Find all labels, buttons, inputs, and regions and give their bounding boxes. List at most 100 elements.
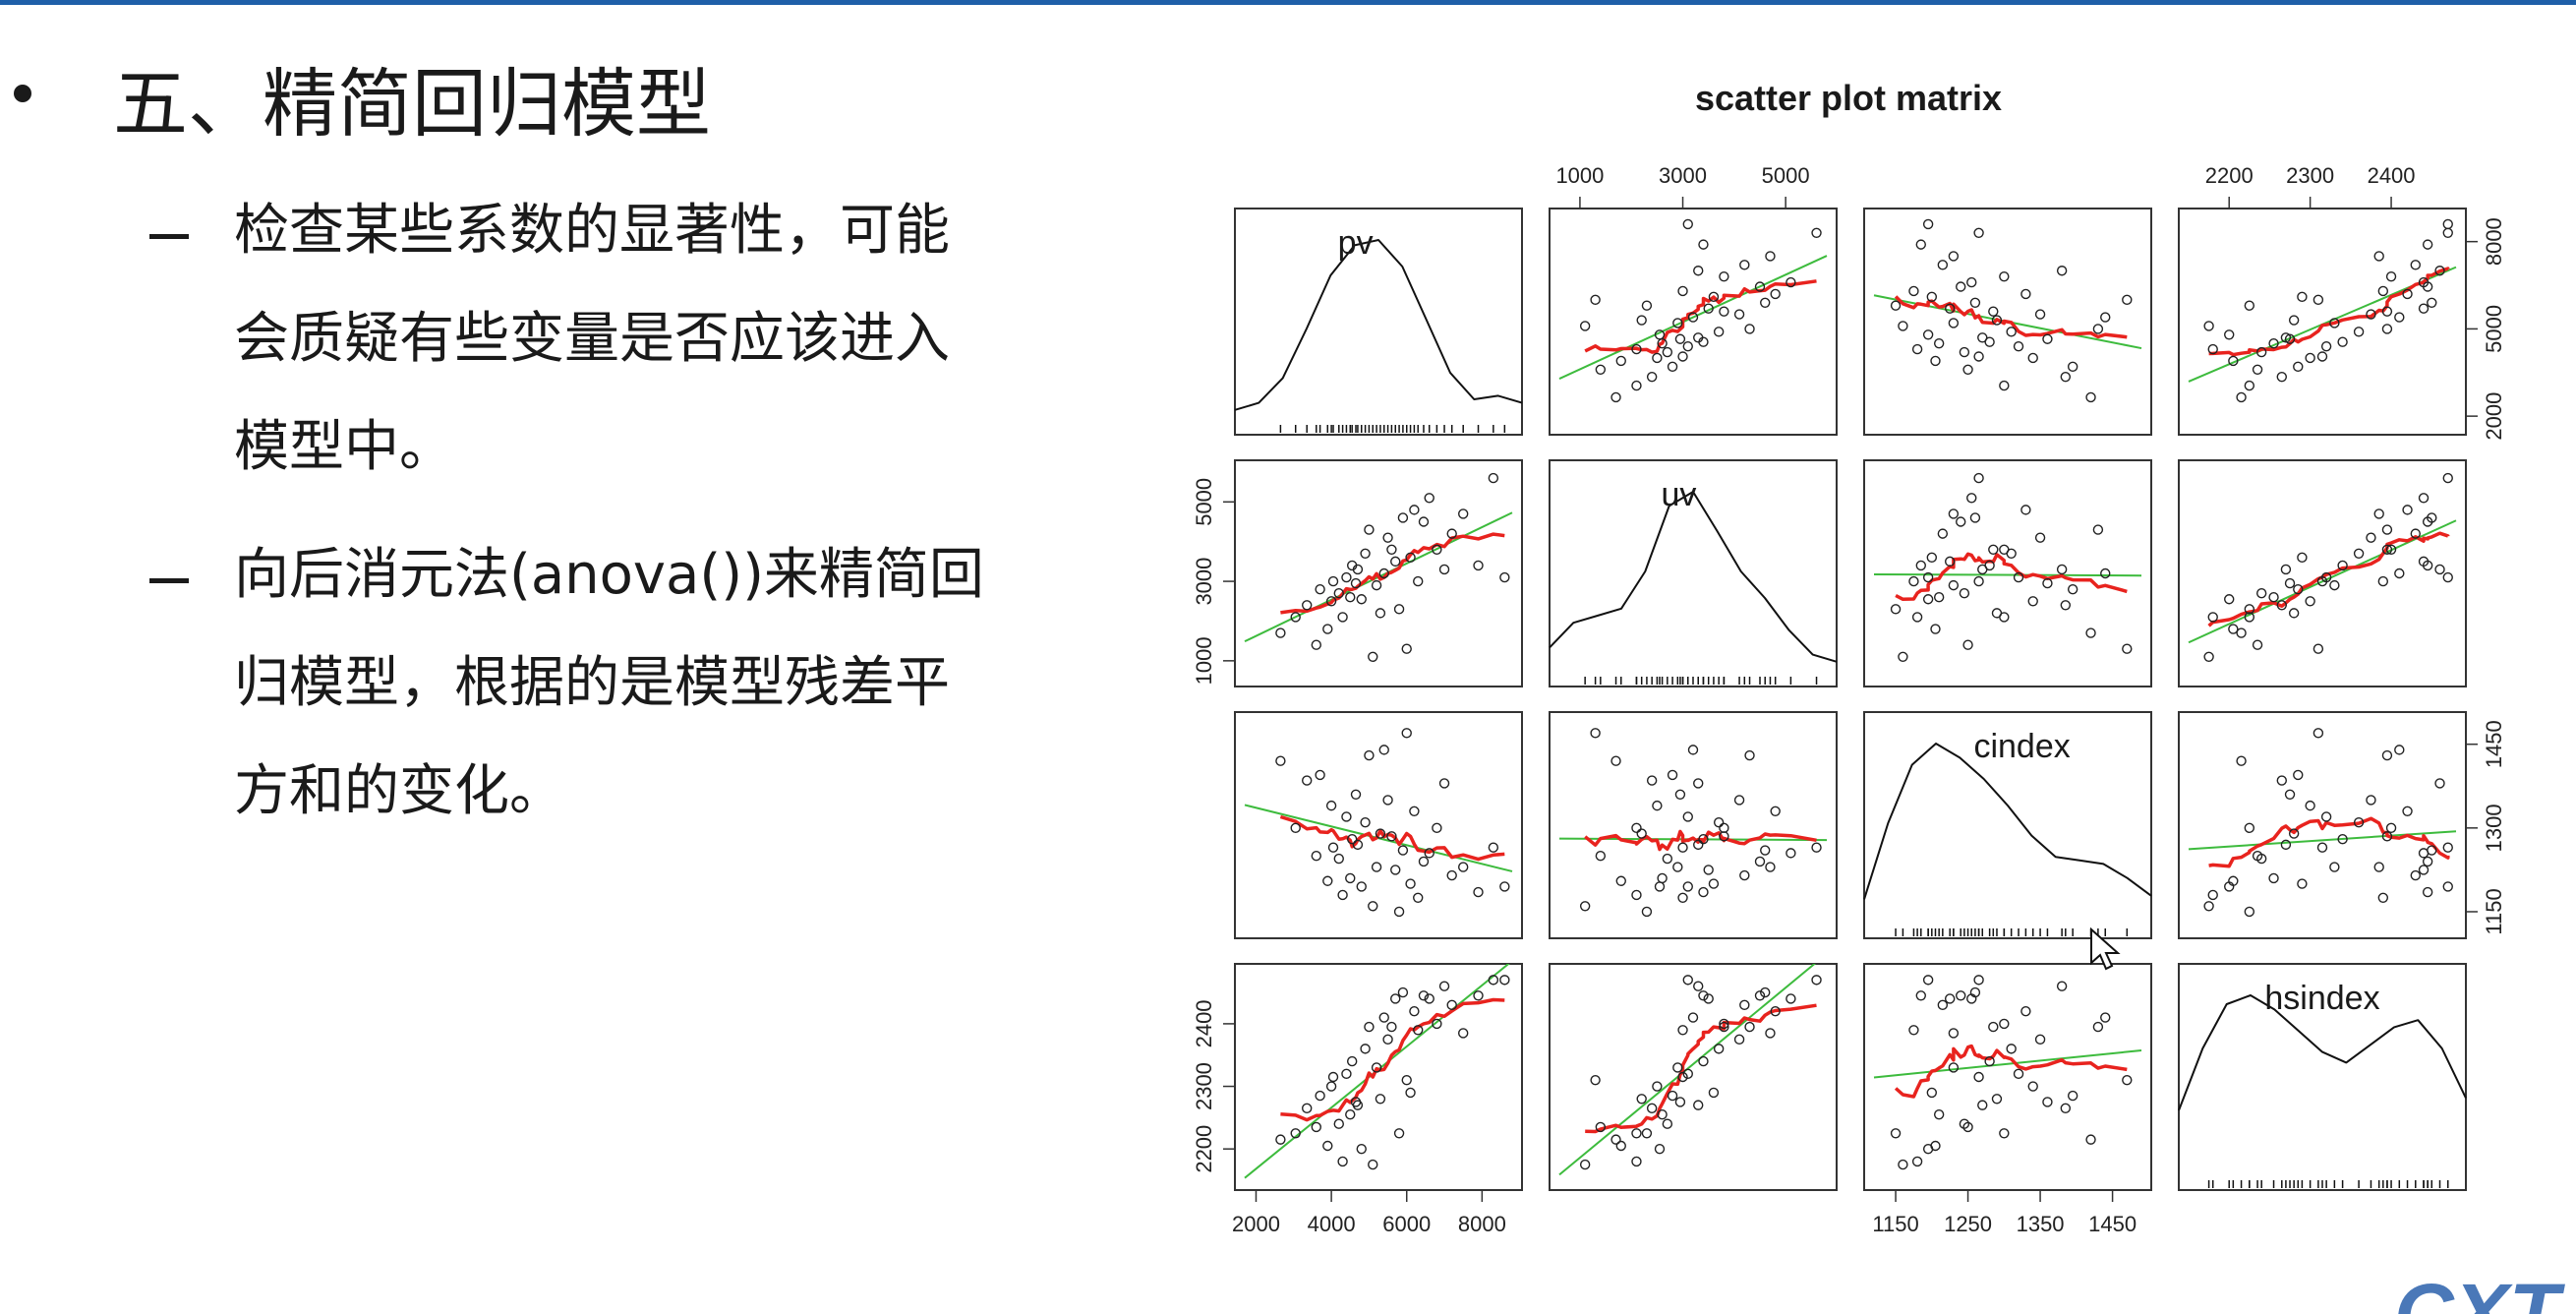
data-point — [2410, 528, 2421, 539]
data-point — [1327, 575, 1339, 587]
data-point — [1733, 795, 1745, 806]
tick-label-bottom-pv: 8000 — [1458, 1212, 1506, 1236]
data-point — [2122, 294, 2133, 306]
data-point — [1991, 608, 2003, 619]
data-point — [1988, 306, 1999, 317]
data-point — [2276, 600, 2287, 611]
data-point — [2244, 380, 2255, 391]
panel-frame-uv-cindex — [1863, 459, 2152, 687]
sub-bullet-dash — [149, 234, 189, 239]
panel-frame-cindex-hsindex — [2178, 711, 2467, 939]
data-point — [1356, 881, 1367, 892]
data-point — [2224, 329, 2235, 340]
data-point — [1677, 892, 1688, 903]
tick-label-top-uv: 1000 — [1555, 163, 1604, 188]
sub-bullet-1: 检查某些系数的显著性，可能 会质疑有些变量是否应该进入 模型中。 — [234, 177, 1050, 502]
data-point — [2297, 878, 2308, 889]
data-point — [1999, 270, 2010, 282]
data-point — [2252, 639, 2263, 650]
data-point — [2085, 1134, 2096, 1145]
data-point — [1890, 1128, 1902, 1139]
data-point — [2020, 505, 2031, 515]
data-point — [1610, 391, 1621, 403]
scatter-plot-matrix: scatter plot matrix pv uv cindex hsindex 100… — [1192, 78, 2506, 1236]
data-point — [1595, 364, 1607, 376]
mouse-cursor-icon — [2090, 926, 2121, 971]
data-point — [1719, 1018, 1729, 1030]
data-point — [1682, 881, 1693, 892]
data-point — [2313, 728, 2324, 739]
data-point — [1744, 1021, 1755, 1033]
data-point — [2353, 327, 2365, 337]
data-point — [1390, 556, 1401, 567]
loess-smoother — [1894, 1044, 2128, 1099]
data-point — [1698, 990, 1709, 1001]
data-point — [2060, 371, 2072, 383]
data-point — [1898, 1159, 1908, 1170]
panel-frame-uv-hsindex — [2178, 459, 2467, 687]
data-point — [2244, 604, 2255, 615]
data-point — [1937, 260, 1949, 270]
data-point — [1579, 321, 1591, 331]
data-point — [2224, 881, 2235, 892]
data-point — [1719, 270, 1729, 282]
data-point — [1311, 851, 1321, 862]
panel-hsindex-vs-cindex — [1873, 975, 2142, 1170]
tick-label-left-hsindex: 2400 — [1192, 999, 1216, 1047]
data-point — [1719, 306, 1729, 317]
data-point — [1646, 1103, 1658, 1114]
data-point — [1327, 842, 1339, 853]
data-point — [2092, 1021, 2104, 1033]
data-point — [2434, 778, 2445, 789]
data-point — [2236, 391, 2247, 403]
data-point — [1922, 594, 1934, 605]
data-point — [1424, 993, 1434, 1004]
data-point — [2042, 577, 2053, 589]
data-point — [2224, 594, 2235, 605]
data-point — [2100, 567, 2111, 579]
data-point — [1636, 828, 1647, 839]
data-point — [1413, 892, 1424, 903]
data-point — [1973, 472, 1984, 484]
data-point — [1615, 875, 1626, 886]
data-point — [1390, 865, 1401, 875]
data-point — [2410, 869, 2421, 881]
data-point — [1418, 856, 1430, 867]
data-point — [1962, 639, 1973, 650]
data-point — [2268, 592, 2279, 603]
data-point — [1393, 1128, 1405, 1139]
panel-frame-pv-cindex — [1863, 208, 2152, 436]
data-point — [1973, 227, 1984, 238]
data-point — [1677, 1071, 1688, 1083]
data-point — [1457, 862, 1469, 872]
data-point — [2122, 643, 2133, 654]
data-point — [1631, 822, 1642, 834]
panel-pv-vs-hsindex — [2188, 218, 2457, 403]
regression-line — [2188, 519, 2457, 644]
data-point — [1937, 999, 1949, 1011]
data-point — [2320, 811, 2332, 822]
data-point — [2255, 853, 2267, 865]
tick-label-left-hsindex: 2200 — [1192, 1125, 1216, 1173]
data-point — [1703, 303, 1714, 314]
data-point — [2207, 343, 2218, 355]
data-point — [2034, 309, 2046, 320]
data-point — [1948, 579, 1960, 591]
data-point — [2422, 856, 2433, 867]
tick-label-bottom-pv: 4000 — [1308, 1212, 1356, 1236]
data-point — [1275, 627, 1286, 638]
panel-frame-cindex-cindex — [1863, 711, 2152, 939]
data-point — [1999, 1128, 2010, 1139]
data-point — [1356, 1143, 1367, 1155]
data-point — [2280, 332, 2292, 343]
data-point — [1333, 853, 1344, 865]
data-point — [1944, 556, 1956, 567]
brand-logo: CXT — [2394, 1275, 2576, 1314]
data-point — [2402, 288, 2413, 300]
data-point — [1944, 993, 1956, 1004]
data-point — [2402, 806, 2413, 817]
panel-frame-hsindex-uv — [1549, 963, 1838, 1191]
data-point — [1386, 544, 1397, 555]
data-point — [1345, 1108, 1356, 1120]
chart-title: scatter plot matrix — [1695, 78, 2002, 118]
